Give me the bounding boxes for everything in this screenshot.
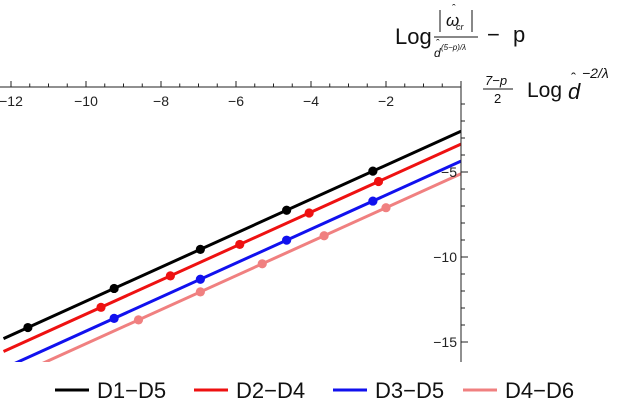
data-point-d4-d6 xyxy=(133,315,144,325)
x-title-base: d xyxy=(568,79,581,104)
x-title-frac-denominator: 2 xyxy=(494,91,501,106)
legend-label-d2-d4: D2−D4 xyxy=(236,378,305,403)
data-point-d4-d6 xyxy=(381,203,391,213)
data-point-d3-d5 xyxy=(282,235,292,245)
x-tick-label: −2 xyxy=(378,93,394,109)
x-title-hat: ˆ xyxy=(571,70,576,87)
y-tick-label: −10 xyxy=(433,249,457,265)
legend-label-d1-d5: D1−D5 xyxy=(97,378,166,403)
legend-label-d3-d5: D3−D5 xyxy=(375,378,444,403)
x-ticks: −12 −10 −8 −6 −4 −2 xyxy=(0,81,462,109)
legend-item-d2-d4: D2−D4 xyxy=(194,378,305,403)
data-point-d3-d5 xyxy=(195,274,205,284)
y-title-p: p xyxy=(513,22,525,47)
y-title-denominator: d xyxy=(434,46,441,60)
axes: −12 −10 −8 −6 −4 −2 −5 −10 −15 xyxy=(0,81,468,362)
series-d2-d4 xyxy=(2,142,461,353)
plot-area xyxy=(2,129,461,362)
legend-item-d1-d5: D1−D5 xyxy=(55,378,166,403)
y-tick-label: −15 xyxy=(433,334,457,350)
legend: D1−D5 D2−D4 D3−D5 D4−D6 xyxy=(55,378,574,403)
y-title-denominator-exp: (5−p)/λ xyxy=(441,43,466,52)
y-axis-title: Log ˆ ω cr ˆ d (5−p)/λ − p xyxy=(395,3,525,60)
y-title-hat-num: ˆ xyxy=(452,3,456,15)
x-tick-label: −4 xyxy=(303,93,319,109)
x-tick-label: −12 xyxy=(0,93,23,109)
y-title-numerator: ω xyxy=(446,11,459,30)
series-line-d4-d6 xyxy=(41,172,461,362)
data-point-d1-d5 xyxy=(195,244,205,254)
x-title-frac-numerator: 7−p xyxy=(485,73,507,88)
series-line-d3-d5 xyxy=(14,159,461,362)
data-point-d1-d5 xyxy=(109,283,119,294)
x-tick-label: −10 xyxy=(74,93,98,109)
data-point-d2-d4 xyxy=(304,208,314,218)
series-d1-d5 xyxy=(2,129,461,340)
data-point-d1-d5 xyxy=(368,166,378,176)
series-d3-d5 xyxy=(14,159,461,362)
data-point-d2-d4 xyxy=(373,176,384,187)
y-ticks: −5 −10 −15 xyxy=(433,103,468,350)
data-point-d1-d5 xyxy=(282,205,292,215)
x-title-exp: −2/λ xyxy=(582,65,609,81)
y-title-log: Log xyxy=(395,24,432,49)
data-point-d4-d6 xyxy=(257,259,267,269)
x-axis-title: 7−p 2 Log ˆ d −2/λ xyxy=(483,65,609,106)
data-point-d3-d5 xyxy=(109,313,119,323)
data-point-d4-d6 xyxy=(319,231,329,241)
y-tick-label: −5 xyxy=(441,164,457,180)
y-title-minus: − xyxy=(487,22,500,47)
data-point-d2-d4 xyxy=(165,271,175,281)
legend-item-d3-d5: D3−D5 xyxy=(333,378,444,403)
data-point-d3-d5 xyxy=(368,196,378,206)
legend-item-d4-d6: D4−D6 xyxy=(463,378,574,403)
x-tick-label: −6 xyxy=(228,93,244,109)
series-line-d2-d4 xyxy=(2,142,461,353)
series-d4-d6 xyxy=(41,172,461,362)
x-title-log: Log xyxy=(527,79,562,102)
y-title-numerator-sub: cr xyxy=(456,22,465,32)
legend-label-d4-d6: D4−D6 xyxy=(505,378,574,403)
data-point-d2-d4 xyxy=(235,239,245,250)
x-tick-label: −8 xyxy=(153,93,169,109)
data-point-d1-d5 xyxy=(23,322,33,333)
data-point-d2-d4 xyxy=(96,302,106,312)
series-line-d1-d5 xyxy=(2,129,461,340)
data-point-d4-d6 xyxy=(195,287,205,297)
y-title-hat-den: ˆ xyxy=(436,38,440,50)
